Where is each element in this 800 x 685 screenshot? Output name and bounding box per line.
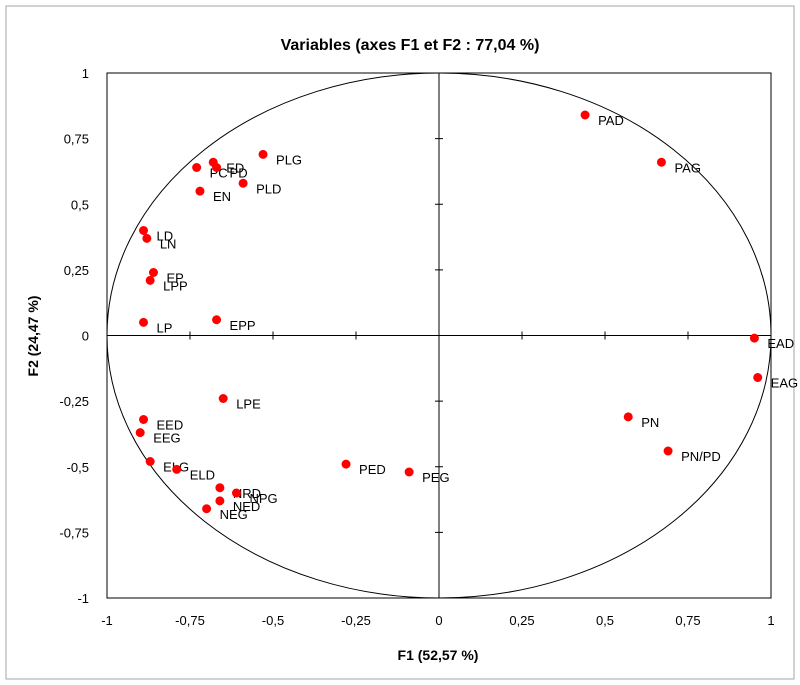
x-tick-label: 1 xyxy=(767,613,774,628)
data-point-elg xyxy=(145,457,155,466)
x-tick-label: -0,75 xyxy=(175,613,205,628)
data-point-pc xyxy=(192,163,202,172)
y-tick-label: -1 xyxy=(77,591,89,606)
data-point-label: LPP xyxy=(163,278,188,293)
data-point-ln xyxy=(142,233,152,243)
data-point-label: NEG xyxy=(220,507,248,522)
y-axis-ticks: 1 0,75 0,5 0,25 0 -0,25 -0,5 -0,75 -1 xyxy=(59,66,443,606)
y-tick-label: 1 xyxy=(82,66,89,81)
data-point-label: ELD xyxy=(190,467,215,482)
data-point-lpe xyxy=(218,394,228,403)
data-point-pn xyxy=(623,412,633,422)
data-point-label: EP xyxy=(166,271,183,286)
data-point-label: EPP xyxy=(230,318,256,333)
data-point-peg xyxy=(404,467,414,477)
x-tick-label: -0,25 xyxy=(341,613,371,628)
data-point-lp xyxy=(139,317,149,327)
data-point-label: NRD xyxy=(233,486,261,501)
data-point-label: LD xyxy=(157,229,174,244)
data-point-pld xyxy=(238,178,248,188)
data-point-ned xyxy=(215,496,225,506)
x-tick-label: 0,25 xyxy=(509,613,534,628)
data-point-label: PAD xyxy=(598,113,624,128)
data-point-eag xyxy=(753,373,763,382)
data-point-neg xyxy=(202,504,212,514)
data-point-label: EEG xyxy=(153,431,180,446)
data-point-label: EAD xyxy=(767,336,794,351)
data-point-pd xyxy=(212,163,222,172)
data-point-label: PED xyxy=(359,462,386,477)
data-point-label: PN/PD xyxy=(681,449,721,464)
chart-title: Variables (axes F1 et F2 : 77,04 %) xyxy=(281,37,540,54)
y-axis-title: F2 (24,47 %) xyxy=(25,296,41,377)
data-point-plg xyxy=(258,149,268,159)
data-point-ead xyxy=(749,333,759,343)
data-point-label: LP xyxy=(157,320,173,335)
y-tick-label: -0,25 xyxy=(59,394,89,409)
x-tick-label: -1 xyxy=(101,613,113,628)
y-tick-label: 0,75 xyxy=(64,132,89,147)
y-tick-label: 0,5 xyxy=(71,197,89,212)
data-point-lpp xyxy=(145,275,155,285)
data-point-label: PEG xyxy=(422,470,449,485)
data-point-ped xyxy=(341,459,351,469)
data-point-label: PD xyxy=(230,166,248,181)
data-point-en xyxy=(195,186,205,196)
data-point-pag xyxy=(656,157,666,167)
data-point-label: EAG xyxy=(771,376,798,391)
data-point-label: PLG xyxy=(276,152,302,167)
x-tick-label: -0,5 xyxy=(262,613,284,628)
data-point-label: PLD xyxy=(256,181,281,196)
chart-border xyxy=(5,5,795,680)
data-point-label: NPG xyxy=(249,491,277,506)
data-point-label: LPE xyxy=(236,397,261,412)
data-point-label: NED xyxy=(233,499,260,514)
data-point-eed xyxy=(139,415,149,424)
data-point-ep xyxy=(148,268,158,277)
y-tick-label: -0,75 xyxy=(59,525,89,540)
data-point-label: PN xyxy=(641,415,659,430)
x-tick-label: 0,5 xyxy=(596,613,614,628)
x-tick-label: 0 xyxy=(435,613,442,628)
y-tick-label: 0 xyxy=(82,329,89,344)
data-point-label: EED xyxy=(157,418,184,433)
data-point-nrd xyxy=(215,483,225,493)
data-point-label: EN xyxy=(213,189,231,204)
data-point-epp xyxy=(212,315,222,325)
x-tick-label: 0,75 xyxy=(675,613,700,628)
data-point-npg xyxy=(231,488,241,498)
data-point-pad xyxy=(580,110,590,120)
x-axis-ticks: -1 -0,75 -0,5 -0,25 0 0,25 0,5 0,75 1 xyxy=(101,331,775,628)
data-point-pn-pd xyxy=(663,446,673,456)
data-point-ld xyxy=(139,226,149,235)
data-point-label: PAG xyxy=(674,160,701,175)
data-point-label: LN xyxy=(160,236,177,251)
x-axis-title: F1 (52,57 %) xyxy=(398,647,479,663)
data-point-eld xyxy=(172,464,182,474)
y-tick-label: 0,25 xyxy=(64,263,89,278)
data-point-eeg xyxy=(135,428,145,438)
data-point-label: ED xyxy=(226,160,244,175)
y-tick-label: -0,5 xyxy=(67,460,89,475)
